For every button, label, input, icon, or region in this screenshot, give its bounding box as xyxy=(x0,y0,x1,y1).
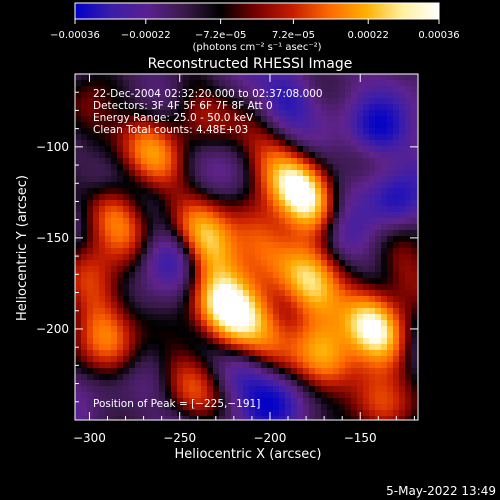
y-tick-label: −100 xyxy=(36,140,69,154)
colorbar-tick-label: 7.2e−05 xyxy=(272,30,315,41)
colorbar-ticks: −0.00036 −0.00022 −7.2e−05 7.2e−05 0.00022 0.… xyxy=(50,19,460,41)
y-axis-ticks: −100 −150 −200 xyxy=(36,91,418,403)
colorbar xyxy=(74,2,440,20)
y-tick-label: −200 xyxy=(36,322,69,336)
colorbar-units-label: (photons cm⁻² s⁻¹ asec⁻²) xyxy=(192,42,321,53)
colorbar-tick-label: 0.00036 xyxy=(418,30,459,41)
x-tick-label: −200 xyxy=(253,431,286,445)
plot-frame xyxy=(74,73,419,421)
x-tick-label: −250 xyxy=(163,431,196,445)
y-tick-label: −150 xyxy=(36,231,69,245)
info-detectors: Detectors: 3F 4F 5F 6F 7F 8F Att 0 xyxy=(93,100,273,112)
colorbar-tick-label: −7.2e−05 xyxy=(195,30,247,41)
colorbar-tick-label: −0.00036 xyxy=(50,30,100,41)
x-axis-label: Heliocentric X (arcsec) xyxy=(175,447,322,462)
x-tick-label: −300 xyxy=(73,431,106,445)
heatmap-image xyxy=(75,74,418,420)
info-time-range: 22-Dec-2004 02:32:20.000 to 02:37:08.000 xyxy=(93,88,323,100)
colorbar-tick-label: −0.00022 xyxy=(121,30,171,41)
y-axis-label: Heliocentric Y (arcsec) xyxy=(15,175,30,321)
peak-position-label: Position of Peak = [−225,−191] xyxy=(93,398,260,410)
info-energy-range: Energy Range: 25.0 - 50.0 keV xyxy=(93,112,254,124)
x-tick-label: −150 xyxy=(344,431,377,445)
chart-title: Reconstructed RHESSI Image xyxy=(148,56,353,72)
timestamp: 5-May-2022 13:49 xyxy=(386,484,496,498)
info-clean-counts: Clean Total counts: 4.48E+03 xyxy=(93,124,248,136)
x-axis-ticks: −300 −250 −200 −150 xyxy=(73,74,415,445)
colorbar-tick-label: 0.00022 xyxy=(348,30,389,41)
